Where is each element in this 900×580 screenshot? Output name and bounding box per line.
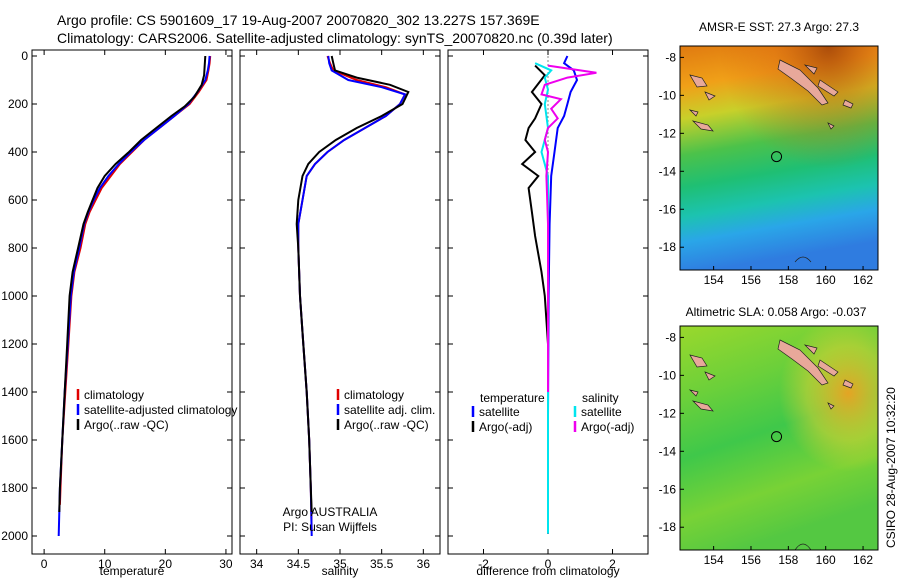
x-tick-label: 0 — [41, 557, 48, 571]
panel-frame — [239, 49, 441, 555]
argo-float-position-marker — [771, 151, 783, 163]
timestamp-side-label: CSIRO 28-Aug-2007 10:32:20 — [884, 387, 898, 548]
map-y-tick-label: -18 — [659, 240, 677, 254]
map-x-tick-label: 154 — [704, 273, 724, 287]
sst-coast-outline — [794, 256, 812, 263]
map-x-tick-label: 160 — [816, 553, 836, 567]
map-y-tick-label: -12 — [659, 406, 677, 420]
legend-entry: Argo(-adj) — [479, 420, 532, 434]
map-x-tick-label: 158 — [778, 553, 798, 567]
x-tick-label: 35.5 — [370, 557, 394, 571]
y-tick-label: 1000 — [1, 289, 28, 303]
legend-entry: satellite adj. clim. — [344, 403, 435, 417]
legend-entry: Argo(-adj) — [581, 420, 634, 434]
legend-entry: satellite — [479, 405, 520, 419]
map-x-tick-label: 160 — [816, 273, 836, 287]
legend-entry: climatology — [344, 388, 404, 402]
sla-map: Altimetric SLA: 0.058 Argo: -0.037 154 15… — [659, 305, 879, 567]
map-x-tick-label: 156 — [741, 553, 761, 567]
y-tick-label: 0 — [21, 49, 28, 63]
legend-entry: satellite — [581, 405, 622, 419]
series-line-argo-adj--3 — [540, 64, 597, 392]
map-y-tick-label: -8 — [665, 330, 676, 344]
panel-frame — [31, 49, 233, 555]
y-tick-label: 1800 — [1, 481, 28, 495]
map-y-tick-label: -16 — [659, 202, 677, 216]
map-y-tick-label: -14 — [659, 444, 677, 458]
series-line-argo-raw-qc--2 — [58, 55, 207, 513]
legend-entry: satellite-adjusted climatology — [84, 403, 237, 417]
x-axis-label: difference from climatology — [476, 564, 619, 578]
figure-title: Argo profile: CS 5901609_17 19-Aug-2007 … — [57, 12, 540, 28]
y-tick-label: 400 — [8, 145, 28, 159]
sla-high-anomaly — [680, 326, 878, 550]
y-tick-label: 1200 — [1, 337, 28, 351]
y-tick-label: 1400 — [1, 385, 28, 399]
map-x-tick-label: 162 — [853, 553, 873, 567]
credit-pi: PI: Susan Wijffels — [283, 520, 377, 534]
map-y-tick-label: -10 — [659, 88, 677, 102]
y-tick-label: 200 — [8, 97, 28, 111]
x-tick-label: 35 — [333, 557, 347, 571]
legend-header-temperature: temperature — [480, 391, 545, 405]
map-x-tick-label: 156 — [741, 273, 761, 287]
sla-island-outlines — [688, 339, 854, 412]
x-tick-label: -2 — [478, 557, 489, 571]
series-line-argo-raw-qc--2 — [295, 55, 410, 513]
y-tick-label: 800 — [8, 241, 28, 255]
map-frame — [679, 325, 879, 551]
figure-subtitle: Climatology: CARS2006. Satellite-adjuste… — [57, 30, 613, 46]
x-tick-label: 34 — [250, 557, 264, 571]
y-tick-label: 600 — [8, 193, 28, 207]
map-x-tick-label: 158 — [778, 273, 798, 287]
map-y-tick-label: -16 — [659, 482, 677, 496]
map-y-tick-label: -12 — [659, 126, 677, 140]
x-tick-label: 2 — [609, 557, 616, 571]
map-y-tick-label: -14 — [659, 164, 677, 178]
sla-map-title: Altimetric SLA: 0.058 Argo: -0.037 — [686, 305, 867, 319]
sst-map: AMSR-E SST: 27.3 Argo: 27.3 154 156 158 160… — [659, 20, 879, 287]
profile-panel-2: 34 34.5 35 35.5 36 salinity climatologysatelli… — [239, 49, 441, 578]
map-y-tick-label: -18 — [659, 520, 677, 534]
x-tick-label: 30 — [219, 557, 233, 571]
credit-program: Argo AUSTRALIA — [283, 505, 378, 519]
argo-float-position-marker — [771, 431, 783, 443]
x-tick-label: 0 — [545, 557, 552, 571]
map-x-tick-label: 154 — [704, 553, 724, 567]
x-axis-label: salinity — [322, 564, 359, 578]
legend-header-salinity: salinity — [582, 391, 619, 405]
legend-entry: climatology — [84, 388, 144, 402]
sst-map-title: AMSR-E SST: 27.3 Argo: 27.3 — [699, 20, 859, 34]
x-tick-label: 20 — [159, 557, 173, 571]
map-y-tick-label: -10 — [659, 368, 677, 382]
x-axis-label: temperature — [100, 564, 165, 578]
sla-coast-outline — [794, 543, 812, 550]
map-y-tick-label: -8 — [665, 50, 676, 64]
map-frame — [679, 45, 879, 271]
series-line-argo-adj--1 — [520, 64, 549, 534]
x-tick-label: 10 — [98, 557, 112, 571]
x-tick-label: 36 — [417, 557, 431, 571]
map-x-tick-label: 162 — [853, 273, 873, 287]
legend-entry: Argo(..raw -QC) — [84, 418, 169, 432]
profile-panel-1: 0 10 20 30 0 200 400 600 800 1000 1200 1400 1600 1800… — [1, 49, 237, 578]
legend-entry: Argo(..raw -QC) — [344, 418, 429, 432]
y-tick-label: 2000 — [1, 529, 28, 543]
sst-island-outlines — [688, 59, 854, 132]
y-tick-label: 1600 — [1, 433, 28, 447]
x-tick-label: 34.5 — [287, 557, 311, 571]
sst-warm-pool — [680, 46, 878, 270]
